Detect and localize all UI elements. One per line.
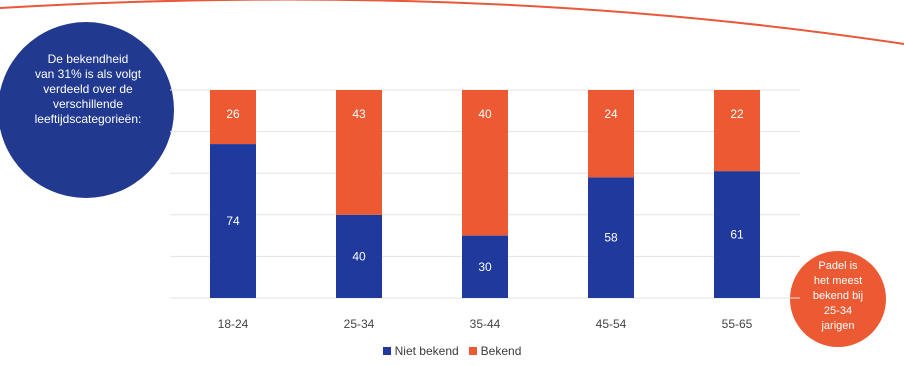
decorative-arc bbox=[0, 0, 904, 45]
x-tick-label: 25-34 bbox=[344, 317, 375, 331]
callout-line: Padel is bbox=[818, 260, 858, 272]
legend-swatch bbox=[468, 347, 477, 355]
x-axis-ticks: 18-24 25-34 35-44 45-54 55-65 bbox=[218, 317, 753, 331]
info-bubble-left bbox=[0, 22, 174, 198]
info-line: van 31% is als volgt bbox=[34, 67, 142, 81]
legend: Niet bekend Bekend bbox=[0, 344, 904, 358]
x-tick-label: 55-65 bbox=[722, 317, 753, 331]
data-label: 58 bbox=[604, 231, 618, 245]
bar-niet-bekend bbox=[588, 177, 634, 298]
info-line: verdeeld over de bbox=[43, 82, 133, 96]
callout-line: het meest bbox=[813, 275, 863, 287]
bar-niet-bekend bbox=[210, 144, 256, 298]
info-line: leeftijdscategorieën: bbox=[34, 112, 142, 126]
data-label: 74 bbox=[226, 214, 240, 228]
info-bubble-left-text: De bekendheid van 31% is als volgt verde… bbox=[6, 52, 170, 127]
info-bubble-right-text: Padel is het meest bekend bij 25-34 jari… bbox=[800, 259, 876, 334]
callout-line: 25-34 bbox=[823, 305, 853, 317]
bar-bekend bbox=[462, 90, 508, 236]
legend-label: Bekend bbox=[480, 344, 522, 358]
data-labels: 74 26 40 43 30 40 58 24 61 22 bbox=[226, 107, 744, 274]
bar-bekend bbox=[588, 90, 634, 178]
bar-bekend bbox=[714, 90, 760, 172]
data-label: 61 bbox=[730, 228, 744, 242]
legend-item-bekend: Bekend bbox=[468, 344, 522, 358]
callout-line: bekend bij bbox=[812, 290, 864, 302]
data-label: 26 bbox=[226, 107, 240, 121]
bar-bekend bbox=[336, 90, 382, 215]
bars bbox=[210, 90, 760, 298]
callout-line: jarigen bbox=[821, 320, 855, 332]
data-label: 40 bbox=[478, 107, 492, 121]
info-line: De bekendheid bbox=[47, 52, 129, 66]
data-label: 30 bbox=[478, 260, 492, 274]
x-tick-label: 45-54 bbox=[596, 317, 627, 331]
data-label: 22 bbox=[730, 107, 744, 121]
info-line: verschillende bbox=[52, 97, 124, 111]
bar-bekend bbox=[210, 90, 256, 145]
x-tick-label: 18-24 bbox=[218, 317, 249, 331]
bar-niet-bekend bbox=[714, 171, 760, 298]
data-label: 40 bbox=[352, 249, 366, 263]
legend-swatch bbox=[382, 347, 391, 355]
data-label: 24 bbox=[604, 107, 618, 121]
legend-item-niet-bekend: Niet bekend bbox=[382, 344, 459, 358]
bar-niet-bekend bbox=[462, 235, 508, 298]
data-label: 43 bbox=[352, 107, 366, 121]
bar-niet-bekend bbox=[336, 214, 382, 298]
legend-label: Niet bekend bbox=[394, 344, 459, 358]
info-bubble-right bbox=[790, 251, 886, 347]
x-tick-label: 35-44 bbox=[470, 317, 501, 331]
